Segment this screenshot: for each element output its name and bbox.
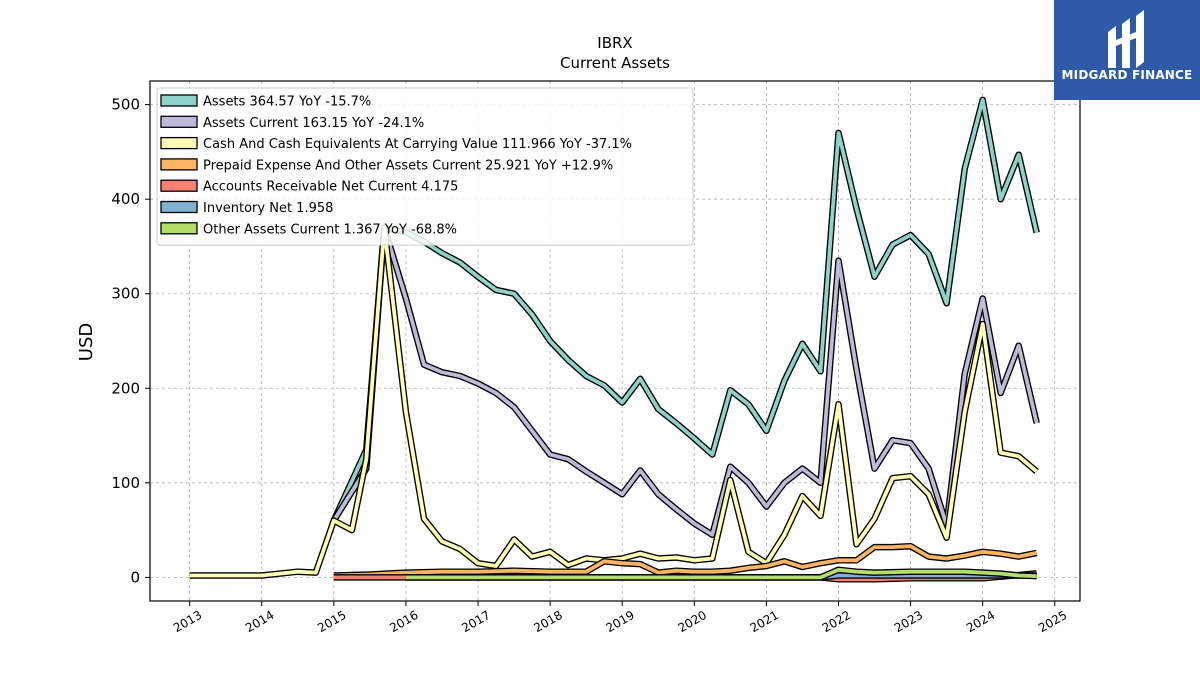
x-tick-label: 2019 bbox=[603, 608, 636, 635]
legend-item-0: Assets 364.57 YoY -15.7% bbox=[160, 94, 371, 110]
legend-label: Assets 364.57 YoY -15.7% bbox=[203, 95, 371, 110]
legend-box bbox=[156, 87, 694, 246]
x-tick-label: 2015 bbox=[315, 608, 348, 635]
y-axis: 0 100 200 300 400 500 bbox=[111, 96, 150, 586]
series-stroke bbox=[333, 544, 1038, 578]
y-tick-label: 300 bbox=[111, 285, 140, 303]
logo-text: MIDGARD FINANCE bbox=[1061, 68, 1193, 82]
x-tick-label: 2025 bbox=[1036, 608, 1069, 635]
x-tick-label: 2024 bbox=[964, 608, 997, 635]
y-tick-label: 0 bbox=[130, 568, 140, 586]
legend-item-6: Other Assets Current 1.367 YoY -68.8% bbox=[160, 222, 457, 237]
series-line-0 bbox=[330, 96, 1040, 522]
series-stroke bbox=[189, 225, 1038, 578]
series-stroke bbox=[405, 567, 1037, 580]
x-tick-label: 2013 bbox=[171, 608, 204, 635]
midgard-finance-logo: MIDGARD FINANCE bbox=[1054, 0, 1200, 100]
y-tick-label: 100 bbox=[111, 474, 140, 492]
legend-item-1: Assets Current 163.15 YoY -24.1% bbox=[160, 115, 424, 131]
legend-swatch bbox=[160, 222, 198, 235]
legend-label: Accounts Receivable Net Current 4.175 bbox=[203, 180, 458, 195]
series-line-2 bbox=[189, 224, 1039, 579]
legend: Assets 364.57 YoY -15.7% Assets Current 1… bbox=[156, 87, 694, 246]
x-tick-label: 2021 bbox=[748, 608, 781, 635]
legend-item-2: Cash And Cash Equivalents At Carrying Va… bbox=[160, 136, 632, 152]
chart-subtitle: Current Assets bbox=[560, 54, 670, 72]
legend-swatch bbox=[160, 136, 198, 150]
x-tick-label: 2017 bbox=[459, 608, 492, 635]
series-outline bbox=[331, 224, 1040, 539]
x-tick-label: 2018 bbox=[531, 608, 564, 635]
y-axis-label: USD bbox=[76, 323, 97, 361]
x-tick-label: 2022 bbox=[820, 608, 853, 635]
y-tick-label: 200 bbox=[111, 379, 140, 397]
series-lines bbox=[189, 96, 1040, 583]
legend-item-5: Inventory Net 1.958 bbox=[160, 200, 333, 216]
series-line-3 bbox=[333, 542, 1038, 579]
plot-frame bbox=[149, 80, 1081, 602]
x-axis: 2013 2014 2015 2016 2017 2018 2019 2020 2021 2022… bbox=[171, 601, 1069, 635]
legend-swatch bbox=[160, 158, 198, 171]
legend-label: Cash And Cash Equivalents At Carrying Va… bbox=[203, 137, 632, 152]
series-line-6 bbox=[405, 566, 1037, 581]
legend-item-4: Accounts Receivable Net Current 4.175 bbox=[160, 179, 458, 195]
y-tick-label: 500 bbox=[111, 96, 140, 114]
legend-swatch bbox=[160, 115, 198, 128]
legend-label: Assets Current 163.15 YoY -24.1% bbox=[203, 116, 424, 131]
midgard-logo-icon bbox=[1108, 10, 1144, 68]
x-tick-label: 2020 bbox=[676, 608, 709, 635]
legend-swatch bbox=[160, 200, 198, 214]
series-line-1 bbox=[331, 224, 1040, 539]
legend-swatch bbox=[160, 94, 198, 107]
series-stroke bbox=[332, 98, 1039, 522]
y-tick-label: 400 bbox=[111, 190, 140, 208]
series-outline bbox=[189, 224, 1039, 579]
legend-swatch bbox=[160, 179, 198, 192]
series-stroke bbox=[332, 225, 1039, 537]
chart-title: IBRX bbox=[597, 34, 632, 52]
legend-item-3: Prepaid Expense And Other Assets Current… bbox=[160, 158, 613, 173]
legend-label: Prepaid Expense And Other Assets Current… bbox=[203, 158, 613, 173]
legend-label: Inventory Net 1.958 bbox=[203, 201, 333, 216]
x-tick-label: 2023 bbox=[892, 608, 925, 635]
legend-label: Other Assets Current 1.367 YoY -68.8% bbox=[203, 222, 457, 237]
x-tick-label: 2016 bbox=[387, 608, 420, 635]
x-tick-label: 2014 bbox=[243, 608, 276, 635]
